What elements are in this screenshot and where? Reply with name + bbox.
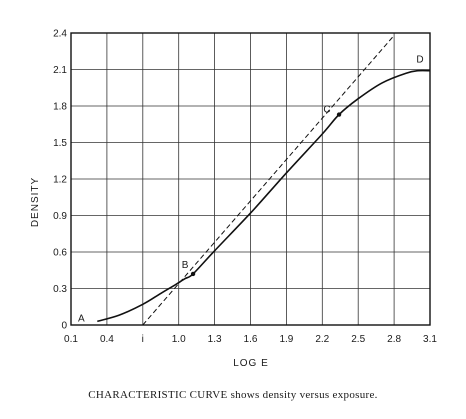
curves [97, 35, 431, 326]
plot-border [70, 32, 431, 326]
x-tick-label: 2.5 [351, 334, 365, 345]
figure-caption: CHARACTERISTIC CURVE shows density versu… [88, 389, 378, 401]
x-tick-label: 0.4 [100, 334, 114, 345]
x-tick-label: 2.8 [387, 334, 401, 345]
x-axis-label: LOG E [233, 358, 269, 369]
plot-frame [70, 32, 431, 326]
y-axis-label: DENSITY [30, 177, 41, 227]
tangent-line-dashed [142, 35, 395, 326]
y-tick-label: 0.6 [53, 248, 67, 259]
x-tick-label: i [142, 334, 144, 345]
y-tick-label: 1.8 [53, 102, 67, 113]
y-tick-label: 0 [61, 321, 67, 332]
y-tick-label: 0.3 [53, 284, 67, 295]
x-tick-label: 1.0 [172, 334, 186, 345]
y-tick-label: 1.2 [53, 175, 67, 186]
characteristic-curve-line [97, 69, 431, 323]
y-tick-label: 2.4 [53, 29, 67, 40]
y-tick-labels: 0 0.3 0.6 0.9 1.2 1.5 1.8 2.1 2.4 [53, 29, 67, 332]
point-label-a: A [78, 313, 85, 324]
x-tick-label: 1.3 [208, 334, 222, 345]
x-tick-label: 1.9 [279, 334, 293, 345]
y-tick-label: 2.1 [53, 65, 67, 76]
point-marker-b [190, 271, 196, 277]
x-tick-labels: 0.1 0.4 i 1.0 1.3 1.6 1.9 2.2 2.5 2.8 3.1 [64, 334, 437, 345]
grid [70, 32, 431, 326]
x-tick-label: 3.1 [423, 334, 437, 345]
x-tick-label: 2.2 [315, 334, 329, 345]
characteristic-curve-chart: A B C D 0.1 0.4 i 1.0 1.3 1.6 1.9 2.2 2.5 2.8 3.1 0 0.… [30, 29, 437, 370]
x-tick-label: 0.1 [64, 334, 78, 345]
point-markers: A B C D [78, 55, 424, 325]
y-tick-label: 1.5 [53, 138, 67, 149]
y-tick-label: 0.9 [53, 211, 67, 222]
x-tick-label: 1.6 [244, 334, 258, 345]
point-marker-c [336, 112, 342, 117]
point-label-b: B [182, 260, 189, 271]
point-label-c: C [323, 105, 330, 116]
point-label-d: D [416, 55, 423, 66]
